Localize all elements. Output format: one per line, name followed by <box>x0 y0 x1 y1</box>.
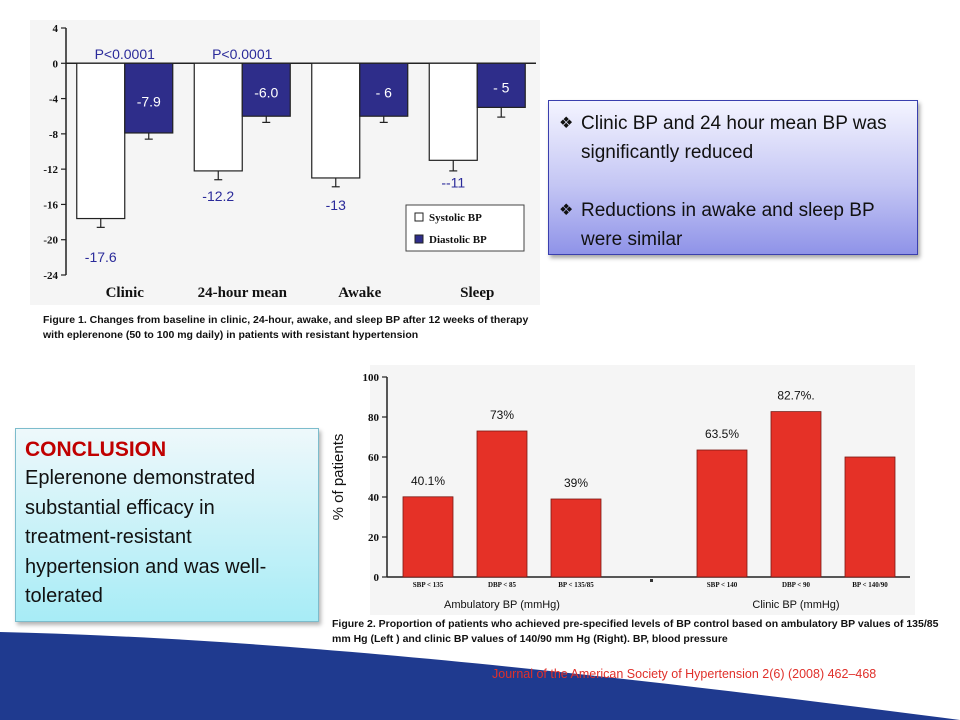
axis-break-mark <box>650 579 653 582</box>
findings-bullet: ❖ Clinic BP and 24 hour mean BP was sign… <box>559 109 907 167</box>
y-tick-label: -20 <box>43 235 58 247</box>
legend-swatch <box>414 234 424 244</box>
legend-swatch <box>414 212 424 222</box>
percent-value-label: 40.1% <box>411 474 445 488</box>
diastolic-bar <box>241 62 291 117</box>
x-category-label: SBP < 140 <box>707 581 738 589</box>
systolic-bar <box>428 62 478 161</box>
diastolic-bar <box>476 62 526 108</box>
percent-value-label: 73% <box>490 408 514 422</box>
systolic-value-label: --11 <box>441 174 465 190</box>
x-category-label: BP < 135/85 <box>558 581 594 589</box>
y-axis-title: % of patients <box>330 434 347 521</box>
y-tick-label: -12 <box>43 164 58 176</box>
y-tick-label: 40 <box>368 492 380 504</box>
systolic-value-label: -13 <box>326 197 346 213</box>
y-tick-label: 0 <box>53 58 59 70</box>
x-category-label: Clinic <box>106 285 145 301</box>
figure1-caption: Figure 1. Changes from baseline in clini… <box>43 314 529 341</box>
legend: Systolic BP Diastolic BP <box>405 204 525 252</box>
conclusion-text: Eplerenone demonstrated substantial effi… <box>25 467 267 607</box>
x-category-label: DBP < 90 <box>782 581 811 589</box>
journal-reference: Journal of the American Society of Hyper… <box>492 667 877 681</box>
percent-value-label: 39% <box>564 476 588 490</box>
findings-bullet: ❖ Reductions in awake and sleep BP were … <box>559 196 907 254</box>
x-category-label: 24-hour mean <box>198 285 288 301</box>
x-category-label: DBP < 85 <box>488 581 517 589</box>
conclusion-title: CONCLUSION <box>25 438 167 461</box>
percent-bar <box>550 498 602 578</box>
chart-background <box>370 365 915 615</box>
percent-value-label: 82.7%. <box>777 389 814 403</box>
diastolic-value-label: - 6 <box>376 84 393 100</box>
systolic-bar <box>193 62 243 172</box>
x-category-label: Awake <box>338 285 381 301</box>
y-tick-label: 80 <box>368 412 380 424</box>
percent-bar <box>696 449 748 578</box>
p-value-annotation: P<0.0001 <box>95 46 156 62</box>
percent-bar <box>402 496 454 578</box>
legend-label: Systolic BP <box>429 212 482 224</box>
diastolic-value-label: -6.0 <box>254 84 278 100</box>
y-tick-label: 60 <box>368 452 380 464</box>
diastolic-bar <box>124 62 174 134</box>
percent-bar <box>844 456 896 578</box>
findings-box: ❖ Clinic BP and 24 hour mean BP was sign… <box>548 100 918 255</box>
bp-change-chart: 4 0 -4 -8 -12 -16 -20 -24 -17.6 -7.9 Clinic -12.2 -6… <box>30 20 540 305</box>
y-tick-label: -16 <box>43 199 58 211</box>
x-group-label: Clinic BP (mmHg) <box>752 599 839 611</box>
findings-bullet-text: Clinic BP and 24 hour mean BP was signif… <box>581 113 887 163</box>
y-tick-label: 100 <box>363 372 380 384</box>
systolic-value-label: -17.6 <box>85 249 117 265</box>
diastolic-value-label: -7.9 <box>137 94 161 110</box>
y-tick-label: 4 <box>53 23 59 35</box>
findings-bullet-text: Reductions in awake and sleep BP were si… <box>581 200 875 250</box>
x-group-label: Ambulatory BP (mmHg) <box>444 599 560 611</box>
y-tick-label: -24 <box>43 270 58 282</box>
percent-bar <box>770 411 822 578</box>
conclusion-box: CONCLUSION Eplerenone demonstrated subst… <box>15 428 319 622</box>
p-value-annotation: P<0.0001 <box>212 46 273 62</box>
x-category-label: SBP < 135 <box>413 581 444 589</box>
y-tick-label: -4 <box>49 94 59 106</box>
systolic-bar <box>311 62 361 179</box>
diastolic-value-label: - 5 <box>493 80 510 96</box>
figure2-caption: Figure 2. Proportion of patients who ach… <box>332 618 939 645</box>
y-tick-label: 0 <box>374 572 380 584</box>
legend-label: Diastolic BP <box>429 234 487 246</box>
x-category-label: BP < 140/90 <box>852 581 888 589</box>
systolic-value-label: -12.2 <box>202 188 234 204</box>
diamond-bullet-icon: ❖ <box>559 202 574 219</box>
y-tick-label: -8 <box>49 129 59 141</box>
x-category-label: Sleep <box>460 285 494 301</box>
systolic-bar <box>76 62 126 220</box>
diastolic-bar <box>359 62 409 117</box>
bp-control-chart: 0 20 40 60 80 100 % of patients 40.1% SBP < 135 7… <box>330 365 915 615</box>
percent-bar <box>476 430 528 578</box>
legend-box <box>405 204 525 252</box>
diamond-bullet-icon: ❖ <box>559 115 574 132</box>
y-tick-label: 20 <box>368 532 380 544</box>
percent-value-label: 63.5% <box>705 427 739 441</box>
decorative-wave <box>0 632 960 720</box>
